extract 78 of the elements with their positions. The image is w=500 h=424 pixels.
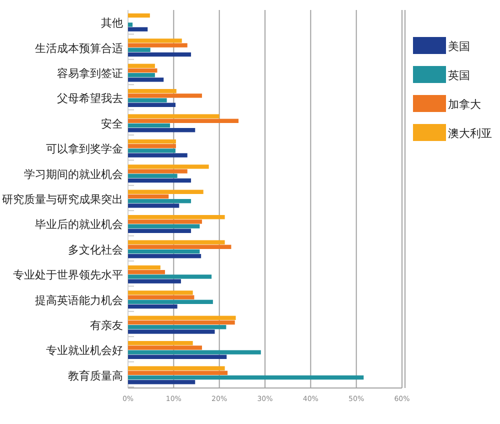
bar: [128, 215, 225, 220]
bar: [128, 316, 236, 320]
bar: [128, 279, 181, 284]
bar: [128, 295, 194, 300]
y-tick-label: 研究质量与研究成果突出: [2, 193, 123, 206]
bar: [128, 265, 160, 270]
bar: [128, 169, 188, 174]
bar: [128, 148, 176, 153]
bar: [128, 139, 176, 144]
bar: [128, 22, 133, 27]
bar: [128, 123, 170, 128]
bar: [128, 220, 202, 224]
bar: [128, 52, 192, 57]
y-tick-label: 提高英语能力机会: [35, 294, 123, 307]
bar: [128, 244, 232, 249]
bar: [128, 174, 178, 178]
bar: [128, 304, 178, 309]
bar: [128, 320, 235, 325]
y-tick-label: 教育质量高: [68, 369, 123, 382]
bar: [128, 114, 220, 118]
bar: [128, 128, 196, 132]
y-tick-label: 毕业后的就业机会: [35, 218, 123, 232]
bar: [128, 78, 164, 82]
bar: [128, 346, 202, 350]
bar: [128, 64, 155, 68]
bar: [128, 366, 225, 370]
bar: [128, 178, 192, 183]
bar: [128, 38, 182, 43]
bar: [128, 240, 225, 244]
bar: [128, 190, 204, 194]
y-tick-label: 其他: [101, 16, 123, 30]
bar: [128, 325, 226, 330]
y-tick-label: 安全: [101, 117, 123, 130]
bar: [128, 89, 176, 94]
y-tick-label: 有亲友: [90, 319, 123, 332]
bar: [128, 94, 202, 98]
bar: [128, 153, 188, 158]
bar: [128, 270, 165, 274]
bar: [128, 380, 196, 384]
bar: [128, 300, 213, 304]
bar: [128, 330, 215, 334]
bar: [128, 254, 202, 258]
legend-label: 加拿大: [448, 98, 481, 111]
y-tick-label: 生活成本预算合适: [35, 42, 123, 55]
bar: [128, 249, 200, 254]
y-tick-label: 父母希望我去: [57, 92, 123, 106]
bar: [128, 48, 150, 52]
bar: [128, 354, 227, 359]
y-tick-label: 容易拿到签证: [57, 67, 123, 80]
bar: [128, 27, 148, 32]
y-tick-label: 多文化社会: [68, 243, 123, 256]
bar: [128, 341, 193, 346]
bar: [128, 199, 192, 204]
y-tick-label: 专业处于世界领先水平: [13, 268, 123, 282]
bar: [128, 224, 200, 228]
bar: [128, 350, 261, 354]
bar: [128, 43, 188, 48]
bar: [128, 204, 180, 208]
legend-label: 美国: [448, 40, 470, 53]
bar: [128, 194, 169, 199]
bar: [128, 375, 364, 380]
bar: [128, 144, 176, 148]
bar: [128, 13, 150, 18]
bar: [128, 98, 167, 102]
bar: [128, 290, 193, 295]
bar: [128, 118, 239, 123]
y-tick-label: 可以拿到奖学金: [46, 142, 123, 156]
legend-label: 英国: [448, 69, 470, 82]
bar: [128, 73, 155, 78]
legend-label: 澳大利亚: [448, 127, 492, 140]
bar: [128, 102, 176, 107]
bar: [128, 164, 209, 169]
y-tick-label: 专业就业机会好: [46, 344, 123, 358]
bar: [128, 228, 192, 233]
bar: [128, 274, 212, 279]
bar: [128, 370, 228, 375]
bar: [128, 68, 158, 73]
y-tick-label: 学习期间的就业机会: [24, 168, 123, 181]
